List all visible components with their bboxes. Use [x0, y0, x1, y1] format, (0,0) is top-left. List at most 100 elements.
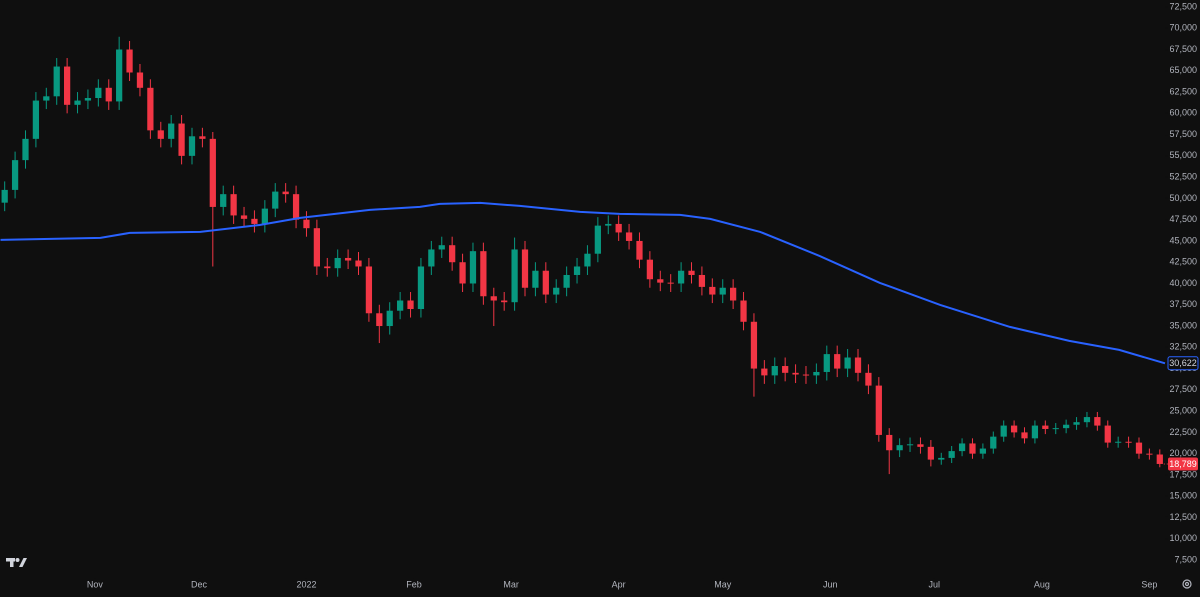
- settings-icon[interactable]: [1182, 579, 1192, 589]
- candle-body: [178, 123, 185, 156]
- candle-body: [813, 371, 820, 376]
- candle-body: [365, 266, 373, 314]
- candle-body: [1031, 425, 1039, 439]
- candle-body: [573, 266, 581, 275]
- candle-body: [469, 251, 477, 284]
- y-tick-label: 15,000: [1169, 491, 1197, 501]
- candle-body: [168, 123, 175, 139]
- y-tick-label: 22,500: [1169, 427, 1197, 437]
- candle-body: [750, 321, 758, 369]
- candle-body: [428, 249, 435, 267]
- moving-average: [0, 201, 1166, 365]
- x-tick-label: Jul: [929, 579, 941, 589]
- x-tick-label: Mar: [503, 579, 519, 589]
- candle-body: [532, 270, 539, 288]
- candle-body: [116, 49, 123, 102]
- candle-body: [53, 66, 60, 97]
- y-tick-label: 45,000: [1169, 235, 1197, 245]
- candle-body: [1156, 454, 1163, 464]
- candle-body: [136, 72, 144, 88]
- candle-body: [677, 270, 685, 284]
- candle-body: [969, 443, 976, 454]
- candle-body: [865, 372, 872, 386]
- candle-body: [261, 208, 268, 224]
- candle-body: [209, 138, 216, 207]
- candle-body: [355, 260, 362, 267]
- candle-body: [917, 444, 924, 447]
- candle-body: [761, 368, 768, 376]
- candle-body: [157, 130, 164, 139]
- candle-body: [584, 253, 591, 267]
- candle-body: [792, 372, 799, 375]
- candle-body: [147, 87, 154, 131]
- x-tick-label: May: [714, 579, 732, 589]
- x-tick-label: Dec: [191, 579, 208, 589]
- y-tick-label: 52,500: [1169, 172, 1197, 182]
- candle-body: [43, 96, 50, 101]
- candle-body: [397, 300, 404, 311]
- candle-body: [854, 357, 862, 373]
- candle-body: [625, 232, 633, 241]
- candle-body: [636, 240, 643, 260]
- candle-body: [74, 100, 81, 105]
- candle-body: [449, 245, 456, 263]
- y-tick-label: 27,500: [1169, 384, 1197, 394]
- y-tick-label: 67,500: [1169, 44, 1197, 54]
- candle-body: [199, 136, 206, 139]
- candle-body: [490, 296, 497, 301]
- candle-body: [1000, 425, 1007, 437]
- candle-body: [324, 266, 331, 269]
- candle-body: [553, 287, 560, 295]
- candle-body: [32, 100, 40, 139]
- candle-body: [272, 191, 279, 209]
- candle-body: [1104, 425, 1111, 443]
- candle-body: [1094, 417, 1101, 426]
- candle-body: [1021, 432, 1028, 439]
- candle-body: [771, 366, 778, 376]
- candle-body: [84, 98, 92, 101]
- candle-body: [417, 266, 425, 310]
- y-tick-label: 10,000: [1169, 533, 1197, 543]
- candle-body: [230, 194, 237, 216]
- candle-body: [22, 138, 29, 161]
- last-price-label: 18,789: [1169, 459, 1197, 469]
- y-tick-label: 37,500: [1169, 299, 1197, 309]
- candle-body: [1115, 441, 1122, 443]
- candle-body: [251, 218, 258, 224]
- candle-body: [886, 434, 893, 451]
- candle-body: [1125, 441, 1132, 443]
- candle-body: [740, 300, 747, 322]
- tradingview-logo: [6, 558, 27, 567]
- candle-body: [1, 189, 8, 203]
- candle-body: [709, 286, 716, 295]
- candle-body: [1146, 453, 1153, 455]
- y-tick-label: 60,000: [1169, 108, 1197, 118]
- x-tick-label: Jun: [823, 579, 838, 589]
- y-tick-label: 62,500: [1169, 86, 1197, 96]
- ma-price-tag: [1167, 356, 1199, 371]
- y-tick-label: 55,000: [1169, 150, 1197, 160]
- candle-body: [480, 251, 487, 297]
- candle-body: [834, 354, 841, 369]
- candle-body: [1135, 442, 1143, 454]
- candle-body: [1042, 425, 1049, 429]
- y-tick-label: 35,000: [1169, 320, 1197, 330]
- candle-body: [667, 282, 674, 284]
- candle-body: [563, 274, 570, 288]
- y-tick-label: 32,500: [1169, 342, 1197, 352]
- x-tick-label: Sep: [1141, 579, 1157, 589]
- candle-body: [1063, 424, 1070, 429]
- candle-body: [927, 446, 934, 460]
- candle-body: [334, 257, 341, 269]
- candle-body: [344, 257, 352, 261]
- y-tick-label: 7,500: [1174, 554, 1197, 564]
- candle-body: [407, 300, 414, 310]
- candle-body: [844, 357, 851, 369]
- candle-body: [875, 385, 882, 435]
- candle-body: [220, 194, 227, 207]
- candle-body: [906, 444, 914, 446]
- candle-body: [823, 354, 830, 372]
